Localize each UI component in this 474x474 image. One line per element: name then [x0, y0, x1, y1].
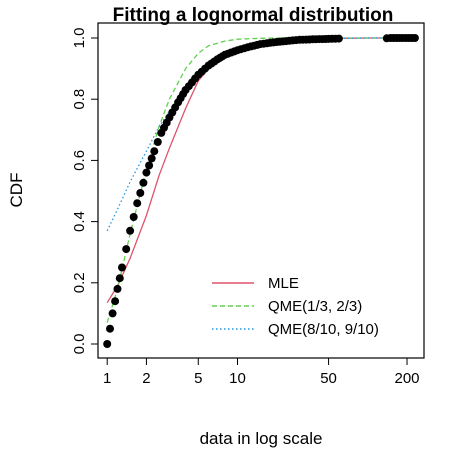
legend: MLE QME(1/3, 2/3) QME(8/10, 9/10)	[212, 275, 379, 338]
legend-label-1: MLE	[268, 275, 299, 292]
data-point	[115, 274, 124, 283]
data-point	[145, 161, 154, 170]
data-point	[118, 263, 126, 272]
data-point	[133, 199, 142, 208]
x-tick-label: 5	[194, 370, 202, 387]
data-point	[136, 189, 145, 197]
y-tick-label: 0.8	[71, 89, 88, 110]
data-point	[150, 147, 159, 156]
series-line-1	[106, 37, 415, 304]
data-point	[122, 245, 131, 254]
data-point	[113, 284, 122, 293]
y-tick-label: 0.4	[71, 211, 88, 232]
x-axis: 1 2 5 10 50 200	[103, 357, 420, 387]
x-tick-label: 200	[395, 370, 420, 387]
series-layer	[106, 37, 415, 323]
x-tick-label: 10	[229, 370, 246, 387]
y-tick-label: 0.0	[71, 334, 88, 355]
data-point	[153, 138, 162, 146]
x-axis-label: data in log scale	[200, 429, 323, 448]
y-tick-label: 0.2	[71, 272, 88, 293]
legend-label-3: QME(8/10, 9/10)	[268, 321, 379, 338]
series-line-3	[106, 37, 415, 232]
data-point	[147, 154, 156, 163]
empirical-points	[103, 34, 419, 348]
data-point	[334, 34, 343, 43]
series-line-2	[106, 37, 415, 323]
legend-label-2: QME(1/3, 2/3)	[268, 298, 362, 315]
data-point	[111, 297, 120, 306]
y-axis-label: CDF	[7, 173, 26, 208]
y-axis: 0.0 0.2 0.4 0.6 0.8 1.0	[71, 28, 99, 355]
data-point	[129, 213, 138, 221]
y-tick-label: 1.0	[71, 28, 88, 49]
x-tick-label: 2	[142, 370, 150, 387]
data-point	[139, 178, 148, 187]
x-tick-label: 1	[103, 370, 111, 387]
x-tick-label: 50	[320, 370, 337, 387]
data-point	[410, 34, 419, 42]
data-point	[106, 324, 114, 333]
chart-title: Fitting a lognormal distribution	[113, 5, 394, 26]
plot-frame	[97, 22, 425, 359]
data-point	[142, 168, 151, 177]
data-point	[126, 226, 135, 235]
data-point	[108, 309, 117, 318]
y-tick-label: 0.6	[71, 150, 88, 171]
data-point	[103, 340, 112, 348]
